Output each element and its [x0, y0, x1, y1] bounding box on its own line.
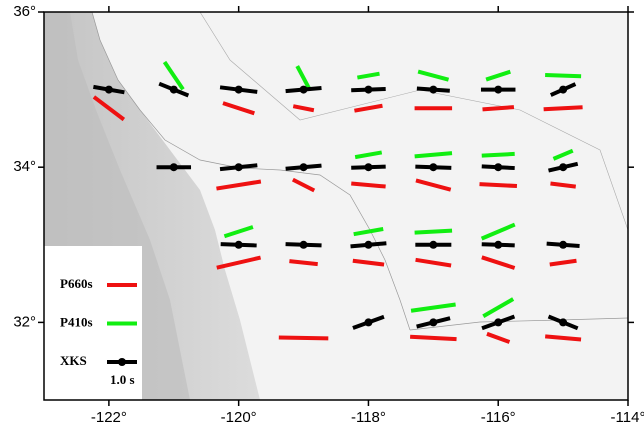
station — [494, 241, 502, 249]
legend-label: P410s — [60, 314, 93, 329]
splitting-bar — [479, 184, 516, 186]
x-tick-label: -118° — [351, 409, 386, 426]
station — [429, 241, 437, 249]
station — [170, 86, 178, 94]
legend-dot — [118, 358, 126, 366]
x-tick-label: -114° — [611, 409, 644, 426]
station — [559, 86, 567, 94]
station — [235, 241, 243, 249]
station — [559, 318, 567, 326]
station — [494, 318, 502, 326]
x-tick-label: -116° — [481, 409, 516, 426]
station — [364, 163, 372, 171]
splitting-bar — [544, 107, 583, 109]
splitting-bar — [545, 75, 581, 76]
x-tick-label: -120° — [221, 409, 257, 426]
x-tick-label: -122° — [91, 409, 127, 426]
station — [300, 163, 308, 171]
splitting-bar — [482, 154, 515, 156]
station — [429, 86, 437, 94]
station — [559, 241, 567, 249]
station — [235, 163, 243, 171]
station — [235, 86, 243, 94]
scale-label: 1.0 s — [110, 372, 135, 387]
map: -122° -120° -118° -116° -114° 32° 34° 36° P660s P… — [0, 0, 644, 429]
legend-label: P660s — [60, 276, 93, 291]
legend-label: XKS — [60, 353, 87, 368]
splitting-bar — [279, 337, 328, 338]
station — [429, 318, 437, 326]
splitting-bar — [410, 337, 456, 339]
station — [300, 241, 308, 249]
splitting-bar — [415, 231, 452, 233]
station — [364, 241, 372, 249]
station — [559, 163, 567, 171]
station — [494, 163, 502, 171]
y-tick-label: 34° — [13, 158, 36, 175]
station — [300, 86, 308, 94]
station — [429, 163, 437, 171]
station — [364, 86, 372, 94]
station — [105, 86, 113, 94]
y-tick-label: 36° — [13, 3, 36, 20]
station — [170, 163, 178, 171]
station — [364, 318, 372, 326]
y-tick-label: 32° — [13, 313, 36, 330]
splitting-bar — [483, 107, 514, 109]
station — [494, 86, 502, 94]
